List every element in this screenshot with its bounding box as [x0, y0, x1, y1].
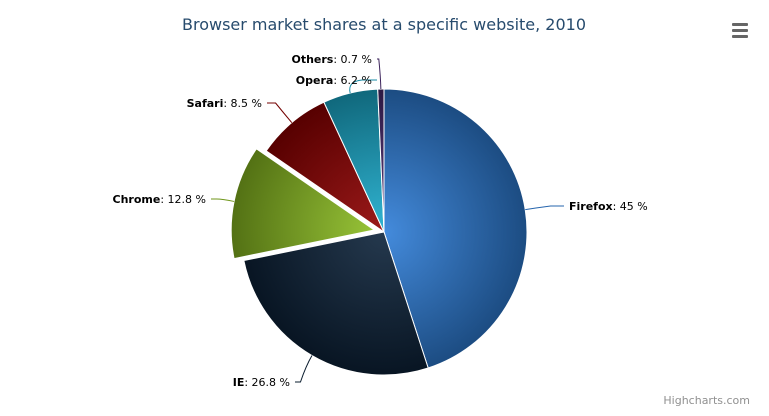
data-label-opera: Opera: 6.2 % — [296, 74, 372, 87]
hamburger-menu-icon[interactable] — [728, 20, 752, 40]
pie-slice-others[interactable] — [377, 88, 385, 233]
data-label-firefox: Firefox: 45 % — [569, 200, 648, 213]
connector-others — [377, 58, 382, 90]
data-label-ie: IE: 26.8 % — [233, 376, 290, 389]
data-label-others: Others: 0.7 % — [291, 53, 372, 66]
chart-title: Browser market shares at a specific webs… — [182, 15, 586, 34]
pie-slice-ie[interactable] — [243, 231, 429, 376]
pie-slice-firefox[interactable] — [383, 88, 528, 369]
credits-link[interactable]: Highcharts.com — [663, 394, 750, 407]
data-label-safari: Safari: 8.5 % — [187, 97, 262, 110]
connector-ie — [295, 355, 313, 383]
connector-opera — [349, 79, 377, 94]
connector-firefox — [525, 205, 564, 211]
data-label-chrome: Chrome: 12.8 % — [113, 193, 206, 206]
connector-chrome — [211, 198, 235, 202]
connector-safari — [267, 102, 293, 124]
